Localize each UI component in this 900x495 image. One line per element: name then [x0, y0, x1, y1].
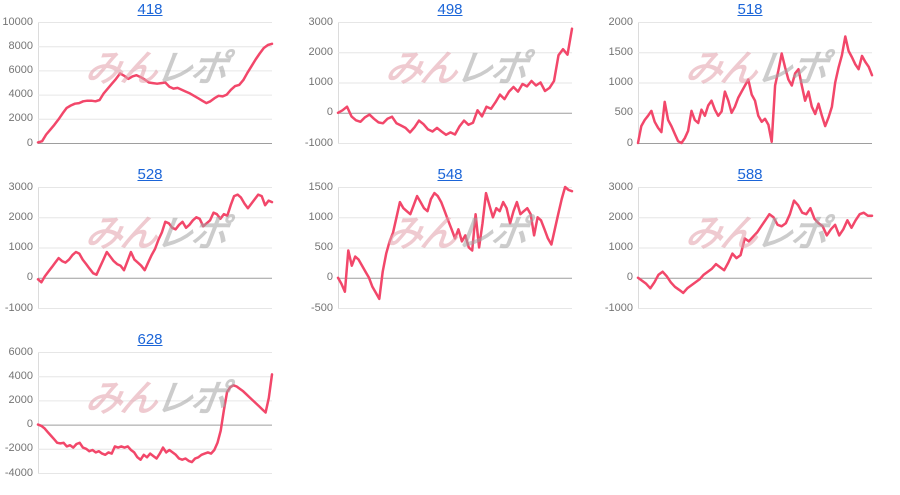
chart-cell: 628 みんレポ -4000 -2000 0 2000 4000 6000: [0, 330, 300, 495]
line-chart: [336, 185, 574, 309]
data-series-line: [636, 199, 874, 295]
y-axis-tick-label: 1500: [308, 180, 333, 193]
y-axis-tick-label: 3000: [608, 180, 633, 193]
y-axis-tick-label: 1000: [608, 241, 633, 253]
data-series-line: [636, 35, 874, 145]
y-axis-tick-label: -1000: [304, 136, 333, 149]
line-chart: [336, 22, 574, 144]
y-axis-tick-label: 0: [326, 106, 333, 119]
y-axis-tick-label: 4000: [8, 369, 33, 382]
data-series-line: [336, 27, 574, 137]
y-axis-tick-label: 8000: [8, 39, 33, 52]
chart-title-link[interactable]: 518: [737, 1, 763, 18]
data-series-line: [36, 373, 274, 464]
y-axis-tick-label: 0: [26, 418, 33, 431]
chart-title-link[interactable]: 418: [137, 1, 163, 18]
y-axis-tick-label: 1000: [8, 241, 33, 253]
chart-cell: 498 みんレポ -1000 0 1000 2000 3000: [300, 0, 600, 165]
y-axis-tick-label: 6000: [8, 345, 33, 358]
data-series-line: [36, 42, 274, 144]
y-axis-tick-label: 4000: [8, 88, 33, 101]
y-axis-tick-label: 500: [614, 106, 633, 119]
y-axis-tick-label: -2000: [4, 442, 33, 455]
line-chart: [36, 22, 274, 144]
chart-cell: 528 みんレポ -1000 0 1000 2000 3000: [0, 165, 300, 330]
chart-title-link[interactable]: 528: [137, 166, 163, 183]
y-axis-tick-label: 2000: [608, 210, 633, 223]
y-axis-tick-label: 3000: [308, 15, 333, 28]
y-axis-tick-label: 0: [326, 271, 333, 284]
y-axis-tick-label: -1000: [4, 301, 33, 314]
chart-cell: 518 みんレポ 0 500 1000 1500 2000: [600, 0, 900, 165]
y-axis-tick-label: 2000: [8, 112, 33, 125]
chart-title-link[interactable]: 498: [437, 1, 463, 18]
line-chart: [636, 22, 874, 145]
y-axis-tick-label: 1000: [308, 210, 333, 223]
chart-cell: 588 みんレポ -1000 0 1000 2000 3000: [600, 165, 900, 330]
data-series-line: [36, 193, 274, 284]
line-chart: [36, 187, 274, 309]
chart-title-link[interactable]: 588: [737, 166, 763, 183]
y-axis-tick-label: -1000: [604, 301, 633, 314]
y-axis-tick-label: 1000: [308, 76, 333, 88]
y-axis-tick-label: 500: [314, 241, 333, 253]
y-axis-tick-label: 0: [26, 271, 33, 284]
chart-cell: 548 みんレポ -500 0 500 1000 1500: [300, 165, 600, 330]
y-axis-tick-label: 2000: [608, 15, 633, 28]
chart-cell: 418 みんレポ 0 2000 4000 6000 8000 10000: [0, 0, 300, 165]
y-axis-tick-label: 2000: [8, 210, 33, 223]
y-axis-tick-label: 1500: [608, 45, 633, 58]
y-axis-tick-label: 3000: [8, 180, 33, 193]
y-axis-tick-label: 1000: [608, 76, 633, 88]
y-axis-tick-label: -4000: [4, 466, 33, 479]
data-series-line: [336, 185, 574, 301]
y-axis-tick-label: 0: [626, 271, 633, 284]
y-axis-tick-label: 6000: [8, 63, 33, 76]
y-axis-tick-label: 0: [626, 136, 633, 149]
y-axis-tick-label: 0: [26, 136, 33, 149]
chart-title-link[interactable]: 548: [437, 166, 463, 183]
line-chart: [636, 187, 874, 309]
y-axis-tick-label: 10000: [2, 15, 33, 28]
chart-title-link[interactable]: 628: [137, 331, 163, 348]
line-chart: [36, 352, 274, 474]
y-axis-tick-label: 2000: [308, 45, 333, 58]
y-axis-tick-label: 2000: [8, 393, 33, 406]
y-axis-tick-label: -500: [310, 301, 333, 314]
